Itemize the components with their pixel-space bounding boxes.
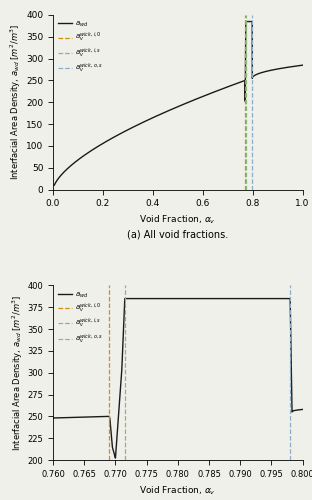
Legend: $a_{wd}$, $a_v^{wick,i,0}$, $a_v^{wick,i,s}$, $a_v^{wick,o,s}$: $a_{wd}$, $a_v^{wick,i,0}$, $a_v^{wick,i…	[56, 289, 105, 347]
$a_{wd}$	[250, 18, 253, 24]
$a_{wd}$	[301, 62, 305, 68]
Legend: $a_{wd}$, $a_v^{wick,i,0}$, $a_v^{wick,i,s}$, $a_v^{wick,o,s}$: $a_{wd}$, $a_v^{wick,i,0}$, $a_v^{wick,i…	[56, 18, 105, 76]
$a_{wd}$	[244, 18, 247, 24]
X-axis label: Void Fraction, $\alpha_v$: Void Fraction, $\alpha_v$	[139, 484, 216, 497]
$a_{wd}$	[239, 79, 243, 85]
Y-axis label: Interfacial Area Density, $a_{wd}$ $[m^2/m^3]$: Interfacial Area Density, $a_{wd}$ $[m^2…	[9, 24, 23, 180]
X-axis label: Void Fraction, $\alpha_v$: Void Fraction, $\alpha_v$	[139, 214, 216, 226]
$a_{wd}$	[251, 54, 254, 60]
$a_{wd}$	[270, 67, 273, 73]
$a_{wd}$	[52, 182, 56, 188]
Title: (a) All void fractions.: (a) All void fractions.	[127, 230, 228, 239]
$a_{wd}$	[180, 102, 184, 108]
Y-axis label: Interfacial Area Density, $a_{wd}$ $[m^2/m^3]$: Interfacial Area Density, $a_{wd}$ $[m^2…	[10, 294, 25, 451]
Line: $a_{wd}$: $a_{wd}$	[54, 22, 303, 185]
$a_{wd}$	[246, 18, 250, 24]
